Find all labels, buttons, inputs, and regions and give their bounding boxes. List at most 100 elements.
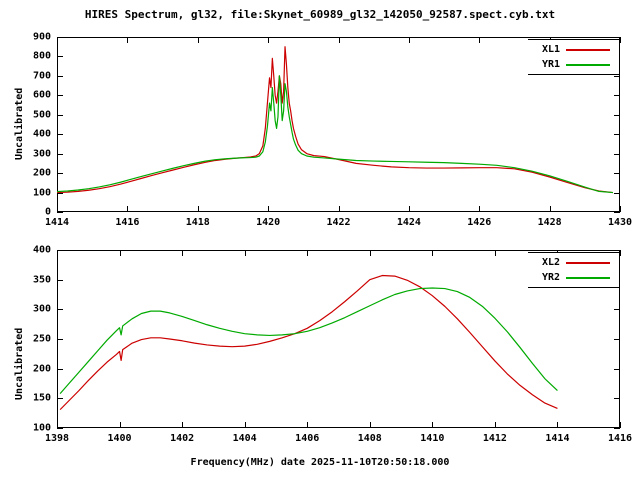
y-tick-label: 250	[32, 333, 51, 345]
x-tick-mark	[557, 422, 559, 428]
x-tick-mark	[620, 206, 621, 212]
y-tick-mark	[57, 134, 63, 136]
y-tick-mark	[614, 75, 620, 77]
x-tick-mark	[57, 422, 58, 428]
y-tick-mark	[57, 339, 63, 340]
y-tick-mark	[57, 95, 63, 97]
bottom-plot-frame	[57, 250, 620, 428]
series-line-xl2	[59, 274, 558, 411]
x-tick-mark	[620, 250, 621, 256]
x-axis-label: Frequency(MHz) date 2025-11-10T20:50:18.…	[190, 457, 450, 468]
page-title: HIRES Spectrum, gl32, file:Skynet_60989_…	[84, 8, 556, 21]
y-tick-mark	[614, 37, 620, 38]
x-tick-mark	[307, 250, 309, 256]
x-tick-mark	[268, 37, 270, 43]
legend-entry: YR2	[530, 270, 615, 285]
x-tick-mark	[549, 206, 551, 212]
y-tick-mark	[57, 212, 63, 213]
x-tick-mark	[338, 206, 340, 212]
x-tick-label: 1418	[185, 217, 210, 228]
x-tick-mark	[57, 206, 58, 212]
legend-label-xl1: XL1	[541, 44, 560, 55]
x-tick-mark	[369, 250, 371, 256]
y-tick-label: 400	[32, 244, 51, 256]
x-tick-mark	[119, 422, 121, 428]
x-tick-mark	[57, 250, 58, 256]
x-tick-mark	[197, 206, 199, 212]
x-tick-mark	[432, 250, 434, 256]
y-tick-mark	[614, 212, 620, 213]
x-tick-label: 1406	[295, 433, 320, 444]
y-tick-mark	[614, 192, 620, 194]
legend-line-yr1	[566, 63, 610, 66]
x-tick-mark	[479, 37, 481, 43]
y-tick-mark	[57, 398, 63, 400]
top-plot-canvas	[56, 46, 614, 194]
x-tick-label: 1404	[232, 433, 257, 444]
legend-line-yr2	[566, 276, 610, 279]
x-tick-mark	[494, 250, 496, 256]
x-tick-label: 1424	[396, 217, 421, 228]
y-tick-mark	[614, 153, 620, 155]
x-tick-label: 1428	[537, 217, 562, 228]
y-tick-mark	[57, 114, 63, 116]
bottom-panel: Uncalibrated 100 150 200 250 300 350 400 1398 14…	[0, 235, 640, 480]
y-tick-mark	[614, 339, 620, 340]
x-tick-mark	[119, 250, 121, 256]
x-tick-mark	[620, 37, 621, 43]
x-tick-mark	[182, 422, 184, 428]
x-tick-mark	[244, 250, 246, 256]
legend-line-xl2	[566, 261, 610, 264]
y-tick-mark	[614, 368, 620, 370]
bottom-plot-canvas	[59, 274, 558, 411]
x-tick-label: 1412	[482, 433, 507, 444]
y-tick-label: 400	[32, 128, 51, 140]
y-tick-mark	[614, 309, 620, 311]
y-tick-label: 350	[32, 274, 51, 286]
x-tick-mark	[432, 422, 434, 428]
x-tick-label: 1430	[607, 217, 633, 228]
x-tick-label: 1416	[607, 433, 633, 444]
x-tick-label: 1422	[326, 217, 351, 228]
y-tick-mark	[57, 250, 63, 251]
x-tick-label: 1414	[44, 217, 70, 228]
top-legend: XL1 YR1	[528, 39, 620, 75]
y-tick-label: 900	[32, 31, 51, 43]
x-tick-label: 1426	[467, 217, 492, 228]
y-tick-mark	[614, 173, 620, 175]
series-line-yr1	[56, 75, 614, 194]
x-tick-mark	[57, 37, 58, 43]
legend-entry: XL1	[530, 42, 615, 57]
x-tick-mark	[268, 206, 270, 212]
x-tick-mark	[244, 422, 246, 428]
x-tick-label: 1400	[107, 433, 132, 444]
x-tick-mark	[338, 37, 340, 43]
x-tick-mark	[494, 422, 496, 428]
y-tick-mark	[57, 37, 63, 38]
y-tick-mark	[57, 309, 63, 311]
y-tick-label: 0	[44, 206, 51, 218]
bottom-legend: XL2 YR2	[528, 252, 620, 288]
y-tick-mark	[57, 192, 63, 194]
x-tick-mark	[127, 206, 129, 212]
y-tick-label: 300	[32, 148, 51, 160]
top-plot-frame	[57, 37, 620, 212]
y-tick-label: 100	[32, 187, 51, 199]
y-tick-mark	[614, 95, 620, 97]
legend-entry: YR1	[530, 57, 615, 72]
x-tick-mark	[369, 422, 371, 428]
y-tick-mark	[57, 368, 63, 370]
x-tick-mark	[182, 250, 184, 256]
y-tick-mark	[57, 173, 63, 175]
x-tick-mark	[408, 37, 410, 43]
legend-label-xl2: XL2	[541, 257, 560, 268]
y-tick-label: 200	[32, 167, 51, 179]
x-tick-mark	[127, 37, 129, 43]
x-tick-mark	[197, 37, 199, 43]
y-tick-label: 600	[32, 89, 51, 101]
top-panel: Uncalibrated 0 100 200 300 400 500 600 700 800 90…	[0, 0, 640, 235]
y-tick-mark	[57, 56, 63, 58]
y-tick-mark	[614, 114, 620, 116]
y-tick-mark	[57, 75, 63, 77]
